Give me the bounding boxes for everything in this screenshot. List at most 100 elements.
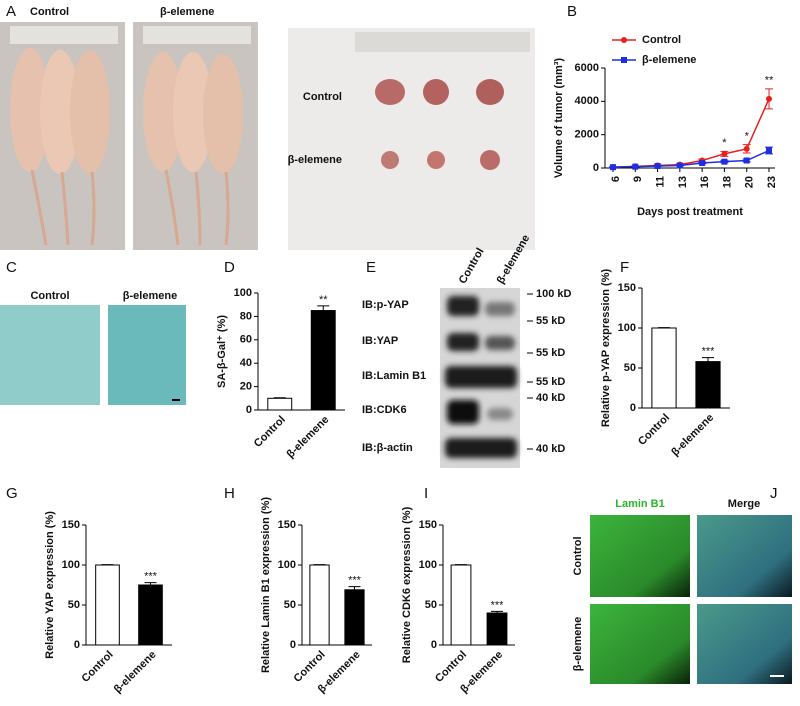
y-tick-label: 100 — [618, 322, 636, 334]
y-axis-label: Relative CDK6 expression (%) — [401, 506, 413, 663]
legend-label: β-elemene — [642, 54, 696, 66]
column-label: Lamin B1 — [615, 498, 665, 510]
point — [766, 147, 772, 154]
column-label: Merge — [728, 498, 760, 510]
panel-label: A — [6, 3, 16, 20]
bar — [344, 589, 365, 646]
panel-label: C — [6, 259, 17, 276]
row-label: β-elemene — [572, 617, 584, 671]
bar — [95, 564, 120, 646]
y-tick-label: 50 — [68, 599, 80, 611]
y-tick-label: 4000 — [575, 95, 599, 107]
point — [676, 162, 683, 169]
y-tick-label: 50 — [284, 599, 296, 611]
y-tick-label: 100 — [234, 287, 252, 299]
row-label: Control — [572, 536, 584, 575]
point — [721, 150, 728, 157]
annotation: *** — [491, 599, 505, 611]
bar — [138, 584, 163, 646]
x-tick-label: 16 — [699, 176, 711, 188]
y-axis-label: Relative Lamin B1 expression (%) — [260, 497, 272, 673]
bar — [486, 612, 508, 646]
bar — [310, 310, 336, 411]
marker-label: 40 kD — [536, 392, 565, 404]
y-axis-label: Volume of tumor (mm³) — [553, 58, 565, 179]
point — [610, 164, 616, 171]
row-label: IB:Lamin B1 — [362, 370, 426, 382]
row-label: Control — [303, 91, 342, 103]
row-label: IB:YAP — [362, 335, 398, 347]
y-tick-label: 100 — [278, 559, 296, 571]
y-tick-label: 20 — [240, 381, 252, 393]
photo-label: β-elemene — [123, 290, 177, 302]
x-tick-label: β-elemene — [112, 649, 159, 696]
error-bar — [317, 305, 330, 311]
bar — [267, 397, 293, 411]
y-tick-label: 150 — [419, 519, 437, 531]
legend-marker — [621, 57, 627, 63]
bar — [695, 361, 721, 409]
x-tick-label: 6 — [610, 176, 622, 182]
y-tick-label: 150 — [278, 519, 296, 531]
panel-label: E — [366, 259, 376, 276]
x-tick-label: Control — [433, 649, 469, 685]
y-tick-label: 60 — [240, 334, 252, 346]
x-tick-label: 9 — [632, 176, 644, 182]
y-tick-label: 150 — [618, 282, 636, 294]
y-tick-label: 2000 — [575, 129, 599, 141]
y-tick-label: 150 — [62, 519, 80, 531]
annotation: ** — [765, 75, 774, 87]
annotation: *** — [348, 575, 362, 587]
marker-label: 55 kD — [536, 315, 565, 327]
error-bar — [273, 397, 286, 399]
photo-label: Control — [30, 6, 69, 18]
row-label: β-elemene — [288, 154, 342, 166]
point — [654, 163, 661, 169]
x-tick-label: Control — [252, 414, 288, 450]
y-tick-label: 40 — [240, 357, 252, 369]
x-axis-label: Days post treatment — [637, 206, 743, 218]
column-label: Control — [457, 246, 487, 286]
panel-label: B — [567, 3, 577, 20]
error-bar — [144, 582, 157, 585]
x-tick-label: Control — [636, 412, 672, 448]
x-tick-label: Control — [80, 649, 116, 685]
point — [721, 158, 728, 165]
fluorescence-photos — [590, 515, 792, 684]
x-tick-label: 23 — [766, 176, 778, 188]
point — [766, 95, 772, 102]
marker-label: 55 kD — [536, 347, 565, 359]
stain-photo — [0, 305, 186, 405]
y-tick-label: 100 — [419, 559, 437, 571]
y-tick-label: 6000 — [575, 62, 599, 74]
photo-label: Control — [30, 290, 69, 302]
photo-label: β-elemene — [160, 6, 214, 18]
y-axis-label: Relative p-YAP expression (%) — [600, 268, 612, 427]
panel-label: F — [620, 259, 629, 276]
legend-label: Control — [642, 34, 681, 46]
y-axis-label: Relative YAP expression (%) — [44, 511, 56, 659]
tumor-photo — [288, 28, 535, 250]
panel-label: G — [6, 485, 18, 502]
legend-marker — [621, 37, 627, 43]
marker-label: 40 kD — [536, 443, 565, 455]
mice-photo — [0, 22, 258, 250]
y-tick-label: 0 — [290, 639, 296, 651]
y-tick-label: 0 — [74, 639, 80, 651]
bar — [309, 564, 330, 646]
annotation: * — [722, 137, 727, 149]
y-tick-label: 0 — [246, 404, 252, 416]
y-tick-label: 50 — [624, 362, 636, 374]
point — [632, 163, 639, 170]
y-tick-label: 50 — [425, 599, 437, 611]
annotation: * — [745, 131, 750, 143]
bar — [450, 564, 472, 646]
point — [743, 145, 750, 152]
western-blot — [440, 288, 533, 468]
y-tick-label: 0 — [630, 402, 636, 414]
marker-label: 55 kD — [536, 376, 565, 388]
row-label: IB:p-YAP — [362, 299, 409, 311]
error-bar — [491, 610, 503, 613]
y-tick-label: 0 — [431, 639, 437, 651]
